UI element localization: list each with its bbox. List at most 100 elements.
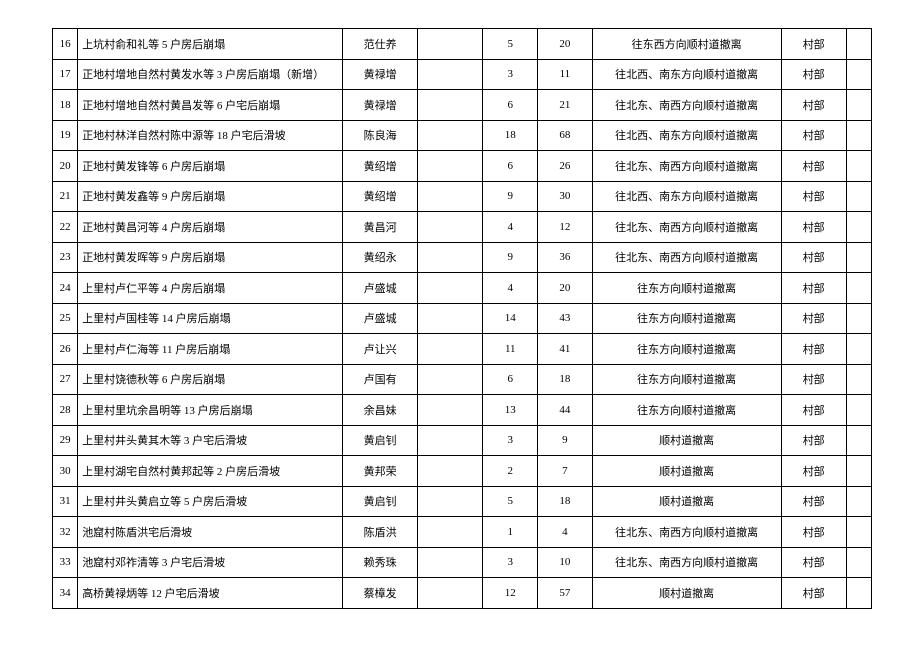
cell-num2: 12 — [538, 212, 593, 243]
cell-dir: 顺村道撤离 — [592, 486, 781, 517]
table-row: 18正地村增地自然村黄昌发等 6 户宅后崩塌黄禄增621往北东、南西方向顺村道撤… — [53, 90, 872, 121]
cell-dir: 往东方向顺村道撤离 — [592, 303, 781, 334]
cell-dept: 村部 — [781, 364, 846, 395]
cell-dir: 往北西、南东方向顺村道撤离 — [592, 120, 781, 151]
cell-num1: 4 — [483, 273, 538, 304]
cell-num1: 2 — [483, 456, 538, 487]
cell-empty — [418, 578, 483, 609]
cell-tail — [846, 181, 871, 212]
cell-num1: 14 — [483, 303, 538, 334]
cell-num2: 7 — [538, 456, 593, 487]
cell-name: 黄绍增 — [342, 151, 418, 182]
cell-empty — [418, 547, 483, 578]
cell-tail — [846, 90, 871, 121]
cell-name: 陈良海 — [342, 120, 418, 151]
cell-dir: 顺村道撤离 — [592, 578, 781, 609]
cell-name: 卢国有 — [342, 364, 418, 395]
cell-num2: 18 — [538, 364, 593, 395]
cell-dept: 村部 — [781, 29, 846, 60]
cell-tail — [846, 486, 871, 517]
cell-empty — [418, 364, 483, 395]
table-body: 16上坑村俞和礼等 5 户房后崩塌范仕养520往东西方向顺村道撤离村部17正地村… — [53, 29, 872, 609]
cell-idx: 34 — [53, 578, 78, 609]
cell-num1: 9 — [483, 242, 538, 273]
cell-num1: 11 — [483, 334, 538, 365]
cell-name: 黄启钊 — [342, 486, 418, 517]
cell-num1: 3 — [483, 425, 538, 456]
cell-desc: 上里村饶德秋等 6 户房后崩塌 — [78, 364, 343, 395]
cell-tail — [846, 151, 871, 182]
cell-dir: 往北东、南西方向顺村道撤离 — [592, 547, 781, 578]
cell-num2: 21 — [538, 90, 593, 121]
cell-idx: 32 — [53, 517, 78, 548]
cell-tail — [846, 59, 871, 90]
cell-idx: 31 — [53, 486, 78, 517]
cell-desc: 上里村井头黄其木等 3 户宅后滑坡 — [78, 425, 343, 456]
cell-desc: 正地村黄发晖等 9 户房后崩塌 — [78, 242, 343, 273]
cell-dir: 往北东、南西方向顺村道撤离 — [592, 151, 781, 182]
cell-dept: 村部 — [781, 212, 846, 243]
cell-name: 余昌妹 — [342, 395, 418, 426]
cell-tail — [846, 334, 871, 365]
cell-desc: 上里村卢仁平等 4 户房后崩塌 — [78, 273, 343, 304]
cell-dir: 往北东、南西方向顺村道撤离 — [592, 517, 781, 548]
cell-dir: 往东方向顺村道撤离 — [592, 334, 781, 365]
cell-idx: 26 — [53, 334, 78, 365]
cell-num2: 20 — [538, 29, 593, 60]
cell-dir: 往北东、南西方向顺村道撤离 — [592, 90, 781, 121]
cell-idx: 17 — [53, 59, 78, 90]
table-row: 29上里村井头黄其木等 3 户宅后滑坡黄启钊39顺村道撤离村部 — [53, 425, 872, 456]
cell-tail — [846, 29, 871, 60]
cell-num2: 9 — [538, 425, 593, 456]
cell-dir: 往北东、南西方向顺村道撤离 — [592, 212, 781, 243]
cell-dept: 村部 — [781, 273, 846, 304]
cell-dir: 往东方向顺村道撤离 — [592, 395, 781, 426]
cell-name: 卢盛城 — [342, 303, 418, 334]
cell-dept: 村部 — [781, 456, 846, 487]
cell-tail — [846, 578, 871, 609]
cell-desc: 正地村增地自然村黄发水等 3 户房后崩塌（新增） — [78, 59, 343, 90]
table-row: 27上里村饶德秋等 6 户房后崩塌卢国有618往东方向顺村道撤离村部 — [53, 364, 872, 395]
cell-dept: 村部 — [781, 425, 846, 456]
cell-name: 黄禄增 — [342, 59, 418, 90]
cell-num1: 5 — [483, 29, 538, 60]
cell-name: 卢盛城 — [342, 273, 418, 304]
cell-tail — [846, 395, 871, 426]
cell-num1: 1 — [483, 517, 538, 548]
cell-desc: 池窟村陈盾洪宅后滑坡 — [78, 517, 343, 548]
cell-desc: 上里村井头黄启立等 5 户房后滑坡 — [78, 486, 343, 517]
cell-name: 黄绍永 — [342, 242, 418, 273]
cell-dir: 顺村道撤离 — [592, 456, 781, 487]
cell-idx: 23 — [53, 242, 78, 273]
table-row: 33池窟村邓祚清等 3 户宅后滑坡赖秀珠310往北东、南西方向顺村道撤离村部 — [53, 547, 872, 578]
cell-name: 陈盾洪 — [342, 517, 418, 548]
cell-desc: 正地村黄发鑫等 9 户房后崩塌 — [78, 181, 343, 212]
table-row: 24上里村卢仁平等 4 户房后崩塌卢盛城420往东方向顺村道撤离村部 — [53, 273, 872, 304]
cell-empty — [418, 29, 483, 60]
table-row: 26上里村卢仁海等 11 户房后崩塌卢让兴1141往东方向顺村道撤离村部 — [53, 334, 872, 365]
cell-num2: 68 — [538, 120, 593, 151]
cell-desc: 上坑村俞和礼等 5 户房后崩塌 — [78, 29, 343, 60]
cell-num2: 18 — [538, 486, 593, 517]
cell-empty — [418, 456, 483, 487]
table-row: 28上里村里坑余昌明等 13 户房后崩塌余昌妹1344往东方向顺村道撤离村部 — [53, 395, 872, 426]
cell-desc: 上里村湖宅自然村黄邦起等 2 户房后滑坡 — [78, 456, 343, 487]
cell-dir: 往东方向顺村道撤离 — [592, 364, 781, 395]
cell-tail — [846, 456, 871, 487]
cell-tail — [846, 547, 871, 578]
cell-tail — [846, 242, 871, 273]
cell-dept: 村部 — [781, 303, 846, 334]
cell-tail — [846, 425, 871, 456]
cell-dept: 村部 — [781, 181, 846, 212]
cell-num1: 6 — [483, 90, 538, 121]
cell-num2: 57 — [538, 578, 593, 609]
cell-name: 范仕养 — [342, 29, 418, 60]
cell-num1: 13 — [483, 395, 538, 426]
cell-dir: 往北西、南东方向顺村道撤离 — [592, 59, 781, 90]
cell-tail — [846, 364, 871, 395]
table-row: 34高桥黄禄炳等 12 户宅后滑坡蔡樟发1257顺村道撤离村部 — [53, 578, 872, 609]
cell-empty — [418, 242, 483, 273]
cell-dept: 村部 — [781, 151, 846, 182]
cell-dept: 村部 — [781, 59, 846, 90]
cell-num2: 26 — [538, 151, 593, 182]
